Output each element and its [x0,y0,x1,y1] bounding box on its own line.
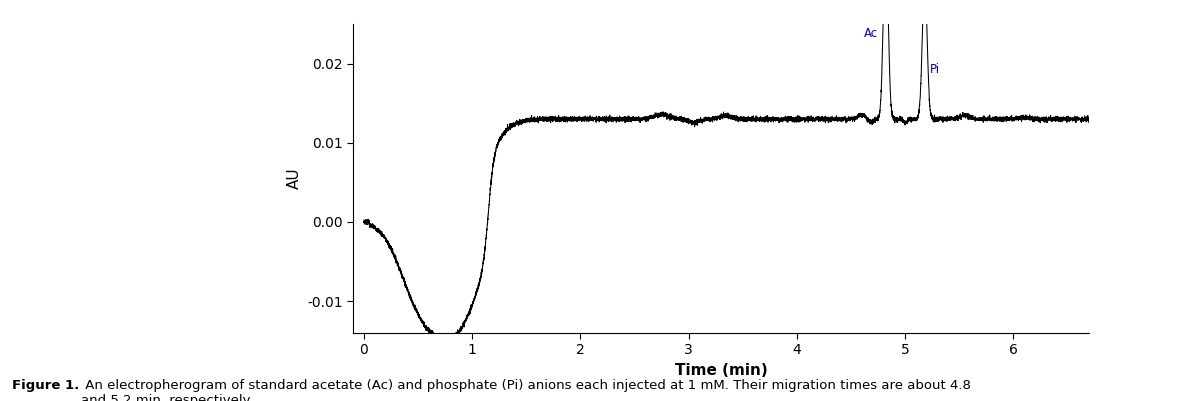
Text: Ac: Ac [864,27,879,40]
Text: An electropherogram of standard acetate (Ac) and phosphate (Pi) anions each inje: An electropherogram of standard acetate … [81,379,971,401]
Text: Pi: Pi [930,63,941,75]
Text: Figure 1.: Figure 1. [12,379,79,392]
X-axis label: Time (min): Time (min) [675,363,767,378]
Y-axis label: AU: AU [286,168,302,189]
